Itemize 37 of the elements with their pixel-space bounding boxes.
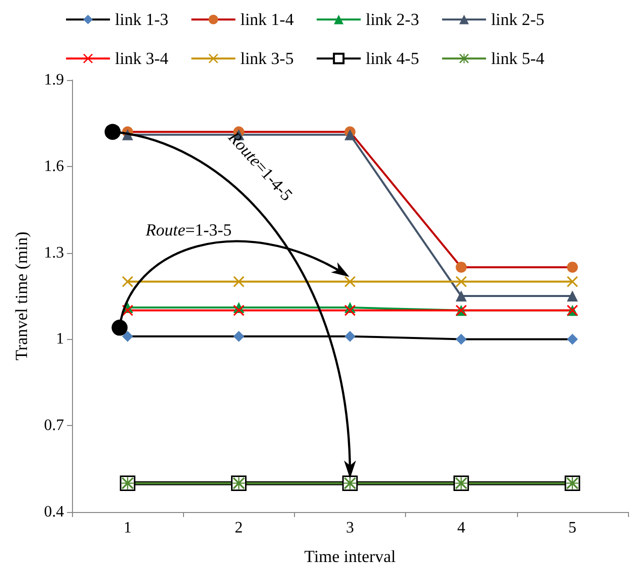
point [566, 276, 578, 288]
legend-label: link 3-4 [115, 49, 169, 68]
y-tick-label: 1.6 [44, 158, 64, 175]
point [456, 262, 467, 273]
y-tick-label: 1.3 [44, 244, 64, 262]
legend-label: link 1-4 [240, 10, 294, 29]
y-tick-label: 1 [56, 330, 64, 348]
point [233, 304, 244, 316]
annotation: Route=1-3-5 [144, 220, 232, 240]
y-tick-label: 0.7 [44, 417, 64, 434]
point [344, 129, 356, 140]
x-axis-title: Time interval [304, 547, 396, 566]
x-tick-label: 1 [124, 520, 132, 536]
point [566, 290, 578, 302]
point [566, 262, 578, 273]
point [122, 276, 134, 288]
x-tick-label: 3 [346, 520, 354, 536]
point [233, 330, 244, 342]
legend-label: link 3-5 [240, 49, 294, 68]
y-axis-title: Tranvel time (min) [12, 232, 31, 360]
point [566, 334, 578, 345]
point [344, 276, 356, 288]
legend-label: link 1-3 [115, 10, 168, 29]
x-tick-label: 4 [457, 520, 466, 536]
point [122, 330, 134, 342]
legend-label: link 2-5 [491, 10, 544, 29]
point [456, 290, 467, 302]
legend-label: link 2-3 [366, 10, 420, 29]
x-tick-label: 5 [568, 520, 576, 536]
y-tick-label: 1.9 [44, 72, 64, 88]
point [456, 334, 467, 345]
point [344, 304, 356, 316]
legend-label: link 5-4 [491, 49, 545, 68]
point [344, 330, 356, 342]
y-tick-label: 0.4 [44, 504, 64, 520]
x-tick-label: 2 [234, 520, 243, 536]
legend-label: link 4-5 [366, 49, 420, 68]
